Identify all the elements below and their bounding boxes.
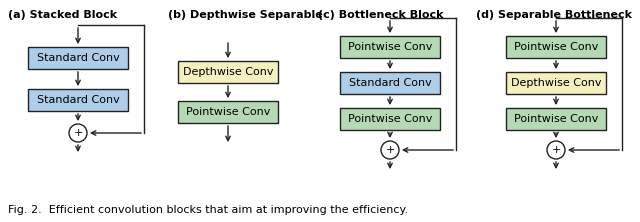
- Text: Standard Conv: Standard Conv: [36, 95, 120, 105]
- Text: Pointwise Conv: Pointwise Conv: [348, 114, 432, 124]
- Text: +: +: [74, 128, 83, 138]
- Text: Pointwise Conv: Pointwise Conv: [514, 42, 598, 52]
- Text: Fig. 2.  Efficient convolution blocks that aim at improving the efficiency.: Fig. 2. Efficient convolution blocks tha…: [8, 205, 408, 215]
- Circle shape: [547, 141, 565, 159]
- Text: +: +: [385, 145, 395, 155]
- FancyBboxPatch shape: [506, 108, 606, 130]
- Text: Depthwise Conv: Depthwise Conv: [183, 67, 273, 77]
- FancyBboxPatch shape: [506, 36, 606, 58]
- Text: Pointwise Conv: Pointwise Conv: [186, 107, 270, 117]
- Text: +: +: [551, 145, 561, 155]
- Text: (c) Bottleneck Block: (c) Bottleneck Block: [318, 10, 444, 20]
- Circle shape: [381, 141, 399, 159]
- FancyBboxPatch shape: [340, 36, 440, 58]
- FancyBboxPatch shape: [178, 61, 278, 83]
- Text: (a) Stacked Block: (a) Stacked Block: [8, 10, 117, 20]
- Text: Pointwise Conv: Pointwise Conv: [514, 114, 598, 124]
- Circle shape: [69, 124, 87, 142]
- Text: Standard Conv: Standard Conv: [36, 53, 120, 63]
- FancyBboxPatch shape: [28, 47, 128, 69]
- Text: Standard Conv: Standard Conv: [349, 78, 431, 88]
- Text: (b) Depthwise Separable: (b) Depthwise Separable: [168, 10, 323, 20]
- FancyBboxPatch shape: [28, 89, 128, 111]
- FancyBboxPatch shape: [340, 72, 440, 94]
- Text: Pointwise Conv: Pointwise Conv: [348, 42, 432, 52]
- Text: Depthwise Conv: Depthwise Conv: [511, 78, 601, 88]
- FancyBboxPatch shape: [178, 101, 278, 123]
- FancyBboxPatch shape: [506, 72, 606, 94]
- FancyBboxPatch shape: [340, 108, 440, 130]
- Text: (d) Separable Bottleneck: (d) Separable Bottleneck: [476, 10, 632, 20]
